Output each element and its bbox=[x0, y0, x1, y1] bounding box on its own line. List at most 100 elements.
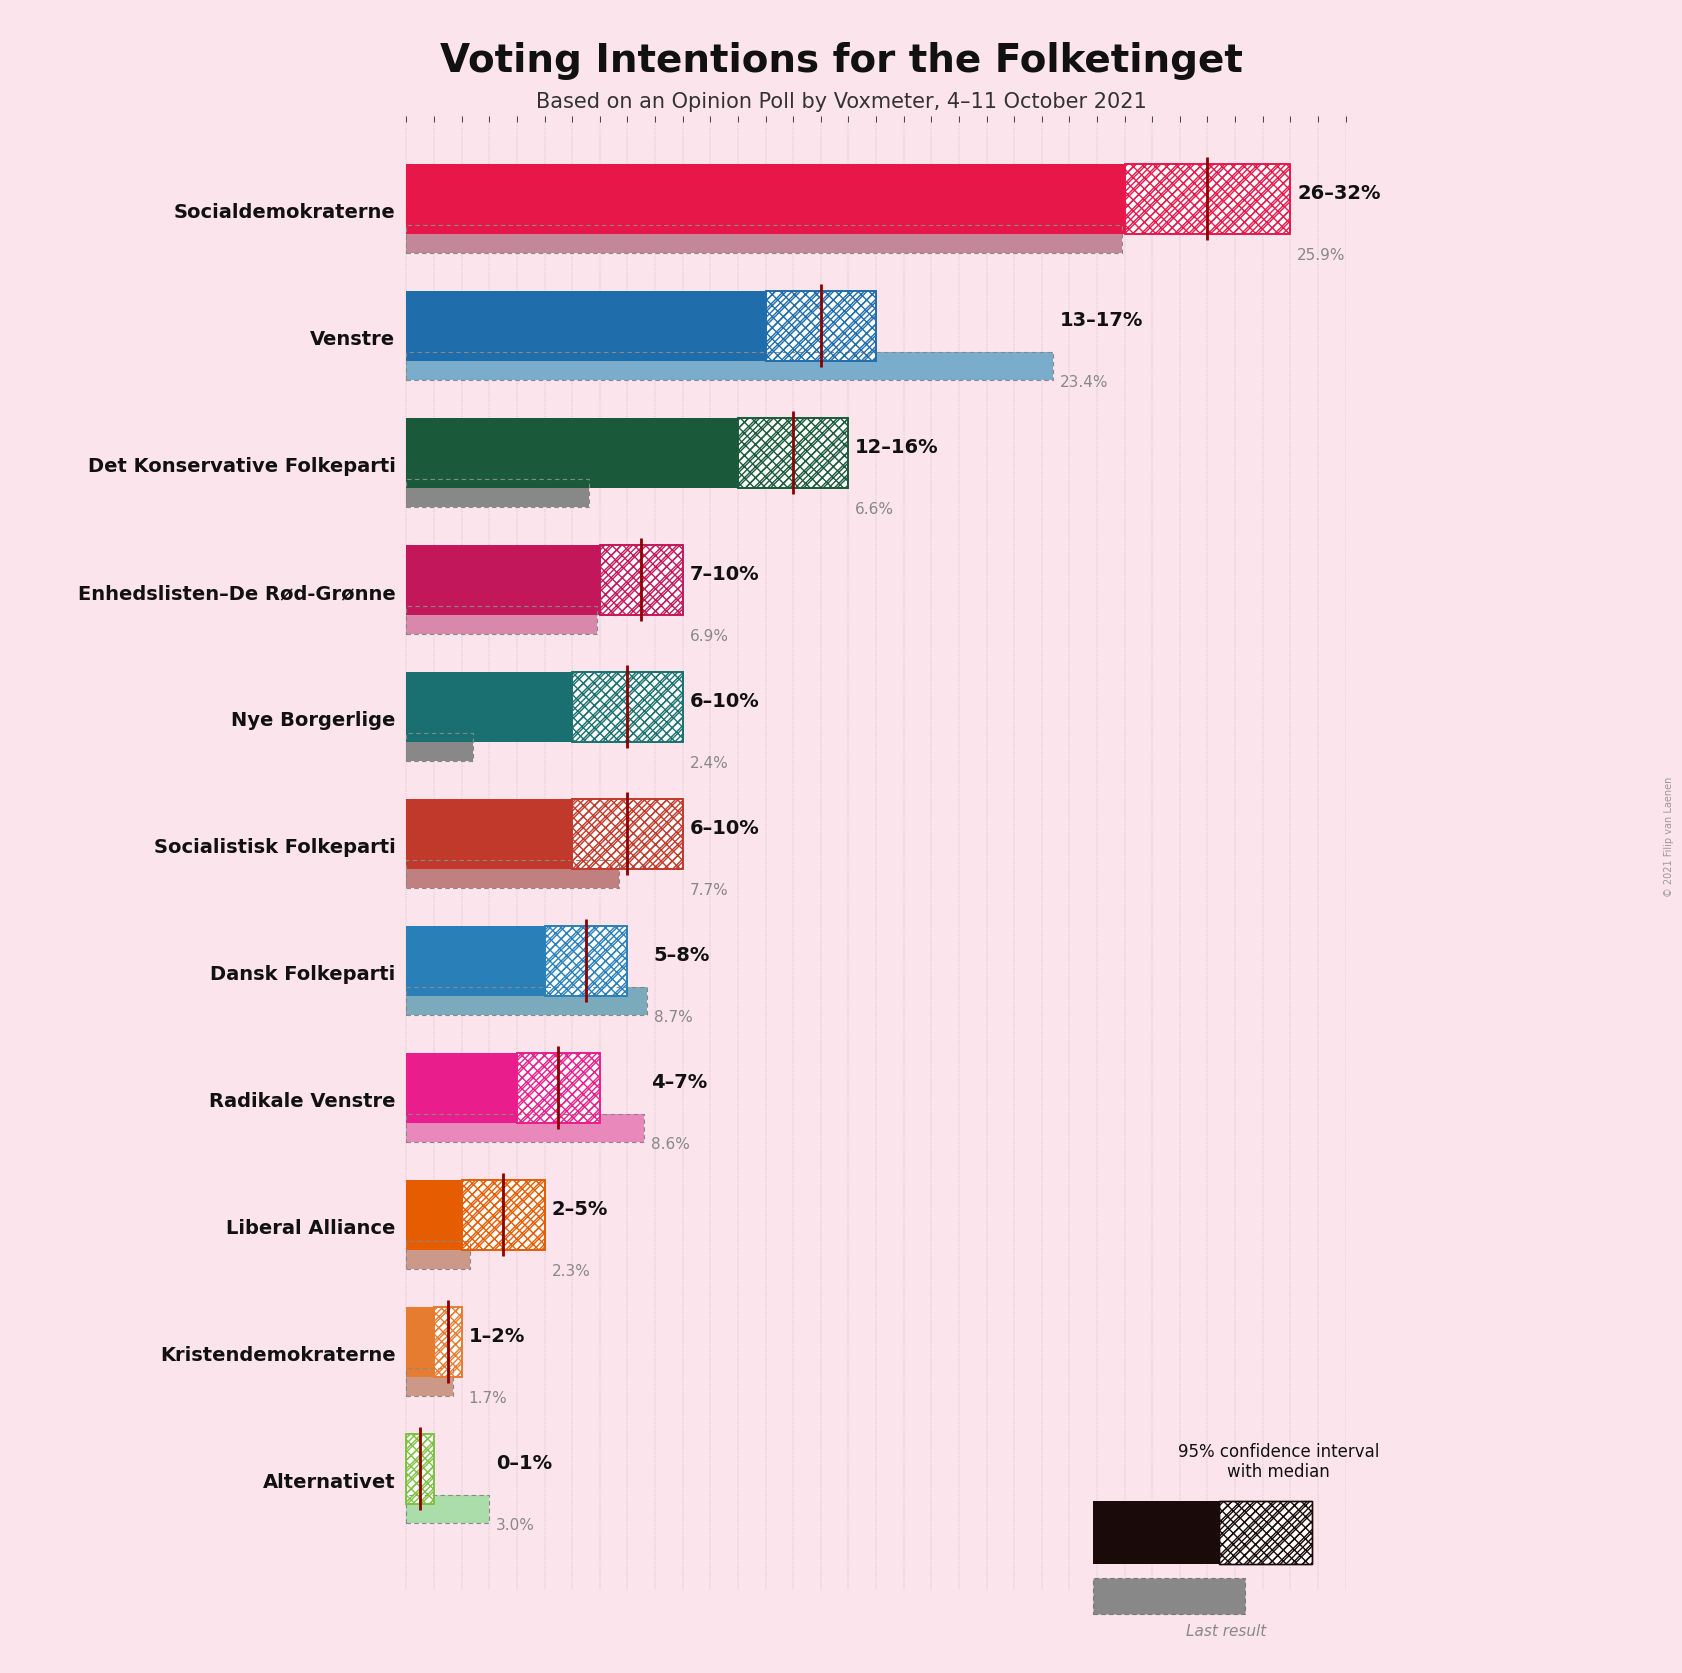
Text: 8.6%: 8.6% bbox=[651, 1136, 690, 1151]
Text: Nye Borgerlige: Nye Borgerlige bbox=[230, 711, 395, 729]
Text: Liberal Alliance: Liberal Alliance bbox=[225, 1218, 395, 1236]
Text: 1–2%: 1–2% bbox=[469, 1327, 525, 1345]
Bar bbox=[765, 291, 876, 361]
Bar bbox=[407, 1307, 434, 1377]
Text: 8.7%: 8.7% bbox=[654, 1009, 693, 1024]
Text: 95% confidence interval
with median: 95% confidence interval with median bbox=[1177, 1442, 1379, 1481]
Text: Kristendemokraterne: Kristendemokraterne bbox=[160, 1345, 395, 1363]
Bar bbox=[738, 418, 848, 489]
Bar bbox=[545, 927, 627, 995]
Text: 7.7%: 7.7% bbox=[690, 882, 728, 897]
Bar bbox=[407, 1369, 454, 1397]
Bar bbox=[765, 291, 876, 361]
Bar bbox=[407, 927, 545, 995]
Bar bbox=[407, 1496, 489, 1524]
Bar bbox=[407, 480, 589, 509]
Bar bbox=[407, 734, 473, 761]
Text: Det Konservative Folkeparti: Det Konservative Folkeparti bbox=[87, 457, 395, 475]
Bar bbox=[407, 418, 738, 489]
Text: 4–7%: 4–7% bbox=[651, 1072, 706, 1091]
Text: 2.4%: 2.4% bbox=[690, 756, 728, 771]
Bar bbox=[407, 987, 648, 1016]
Text: 25.9%: 25.9% bbox=[1297, 248, 1346, 263]
Bar bbox=[407, 1114, 644, 1143]
Bar bbox=[600, 545, 683, 616]
Text: 12–16%: 12–16% bbox=[856, 438, 939, 457]
Text: Venstre: Venstre bbox=[309, 330, 395, 348]
Text: Socialistisk Folkeparti: Socialistisk Folkeparti bbox=[153, 838, 395, 857]
Text: Dansk Folkeparti: Dansk Folkeparti bbox=[210, 964, 395, 984]
Text: Alternativet: Alternativet bbox=[262, 1472, 395, 1491]
Text: Socialdemokraterne: Socialdemokraterne bbox=[173, 202, 395, 223]
Text: Voting Intentions for the Folketinget: Voting Intentions for the Folketinget bbox=[439, 42, 1243, 80]
Bar bbox=[407, 607, 597, 636]
Bar bbox=[407, 1241, 469, 1270]
Bar bbox=[407, 353, 1053, 381]
Text: 13–17%: 13–17% bbox=[1060, 311, 1144, 330]
Bar bbox=[407, 1496, 489, 1524]
Bar bbox=[407, 1179, 461, 1250]
Bar bbox=[407, 607, 597, 636]
Bar bbox=[407, 1434, 434, 1504]
Bar bbox=[461, 1179, 545, 1250]
Bar bbox=[572, 673, 683, 743]
Bar bbox=[407, 164, 1125, 234]
Bar bbox=[1125, 164, 1290, 234]
Text: 2.3%: 2.3% bbox=[552, 1263, 590, 1278]
Bar bbox=[407, 226, 1122, 254]
Bar bbox=[572, 800, 683, 868]
Bar bbox=[738, 418, 848, 489]
Bar bbox=[434, 1307, 461, 1377]
Bar bbox=[407, 1241, 469, 1270]
Text: 23.4%: 23.4% bbox=[1060, 375, 1108, 390]
Text: 6–10%: 6–10% bbox=[690, 691, 759, 711]
Bar bbox=[407, 291, 765, 361]
Text: 1.7%: 1.7% bbox=[469, 1390, 508, 1405]
Bar bbox=[407, 1369, 454, 1397]
Bar bbox=[572, 800, 683, 868]
Text: 26–32%: 26–32% bbox=[1297, 184, 1381, 202]
Bar bbox=[572, 800, 683, 868]
Bar bbox=[407, 353, 1053, 381]
Bar bbox=[407, 480, 589, 509]
Text: 6.9%: 6.9% bbox=[690, 629, 728, 644]
Text: © 2021 Filip van Laenen: © 2021 Filip van Laenen bbox=[1663, 776, 1674, 897]
Bar bbox=[1125, 164, 1290, 234]
Text: 7–10%: 7–10% bbox=[690, 564, 759, 584]
Text: Last result: Last result bbox=[1186, 1623, 1267, 1638]
Text: 6.6%: 6.6% bbox=[856, 502, 895, 517]
Text: Based on an Opinion Poll by Voxmeter, 4–11 October 2021: Based on an Opinion Poll by Voxmeter, 4–… bbox=[535, 92, 1147, 112]
Bar bbox=[516, 1052, 600, 1123]
Text: Radikale Venstre: Radikale Venstre bbox=[209, 1091, 395, 1111]
Bar bbox=[407, 862, 619, 888]
Bar bbox=[545, 927, 627, 995]
Bar bbox=[572, 673, 683, 743]
Text: 0–1%: 0–1% bbox=[496, 1452, 552, 1472]
Bar bbox=[407, 673, 572, 743]
Bar bbox=[461, 1179, 545, 1250]
Bar bbox=[1125, 164, 1290, 234]
Bar bbox=[516, 1052, 600, 1123]
Bar bbox=[407, 1114, 644, 1143]
Bar bbox=[407, 226, 1122, 254]
Bar bbox=[600, 545, 683, 616]
Bar bbox=[600, 545, 683, 616]
Bar bbox=[765, 291, 876, 361]
Bar bbox=[407, 545, 600, 616]
Text: 6–10%: 6–10% bbox=[690, 818, 759, 838]
Text: 5–8%: 5–8% bbox=[654, 945, 710, 964]
Bar bbox=[407, 987, 648, 1016]
Bar bbox=[434, 1307, 461, 1377]
Text: Enhedslisten–De Rød-Grønne: Enhedslisten–De Rød-Grønne bbox=[77, 584, 395, 602]
Bar bbox=[407, 734, 473, 761]
Bar bbox=[516, 1052, 600, 1123]
Bar bbox=[738, 418, 848, 489]
Bar bbox=[461, 1179, 545, 1250]
Bar bbox=[545, 927, 627, 995]
Bar bbox=[407, 1434, 434, 1504]
Bar bbox=[572, 673, 683, 743]
Text: 3.0%: 3.0% bbox=[496, 1517, 535, 1532]
Text: 2–5%: 2–5% bbox=[552, 1200, 607, 1218]
Bar bbox=[434, 1307, 461, 1377]
Bar bbox=[407, 800, 572, 868]
